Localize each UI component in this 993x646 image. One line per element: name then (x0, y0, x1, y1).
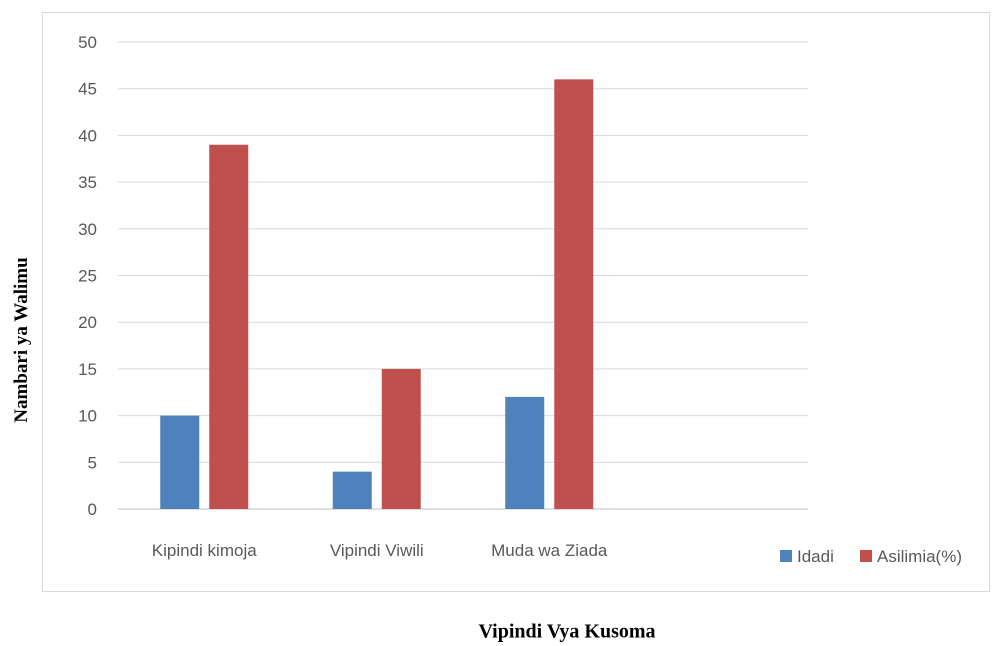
legend-swatch (860, 550, 872, 562)
chart-frame (42, 12, 990, 592)
y-tick-label: 10 (78, 407, 97, 426)
bar-idadi-2 (505, 396, 545, 509)
x-tick-label: Kipindi kimoja (152, 541, 257, 560)
x-tick-label: Vipindi Viwili (330, 541, 424, 560)
legend-label: Asilimia(%) (877, 547, 962, 566)
y-tick-label: 30 (78, 220, 97, 239)
y-tick-label: 15 (78, 360, 97, 379)
x-tick-labels: Kipindi kimoja Vipindi Viwili Muda wa Ziad… (152, 541, 608, 560)
y-tick-label: 40 (78, 126, 97, 145)
legend: Idadi Asilimia(%) (780, 547, 962, 566)
legend-label: Idadi (797, 547, 834, 566)
legend-swatch (780, 550, 792, 562)
x-axis-label: Vipindi Vya Kusoma (478, 620, 656, 643)
bar-asilimia-0 (209, 144, 249, 510)
x-tick-label: Muda wa Ziada (491, 541, 608, 560)
y-tick-label: 45 (78, 80, 97, 99)
bar-idadi-0 (160, 415, 200, 509)
y-tick-label: 50 (78, 33, 97, 52)
y-tick-label: 35 (78, 173, 97, 192)
y-tick-label: 0 (88, 500, 97, 519)
y-tick-label: 25 (78, 267, 97, 286)
bars (160, 79, 594, 510)
y-tick-label: 5 (88, 453, 97, 472)
bar-asilimia-2 (554, 79, 594, 510)
y-tick-labels: 0 5 10 15 20 25 30 35 40 45 50 (78, 33, 97, 519)
y-tick-label: 20 (78, 313, 97, 332)
bar-idadi-1 (332, 471, 372, 509)
bar-asilimia-1 (381, 368, 421, 509)
